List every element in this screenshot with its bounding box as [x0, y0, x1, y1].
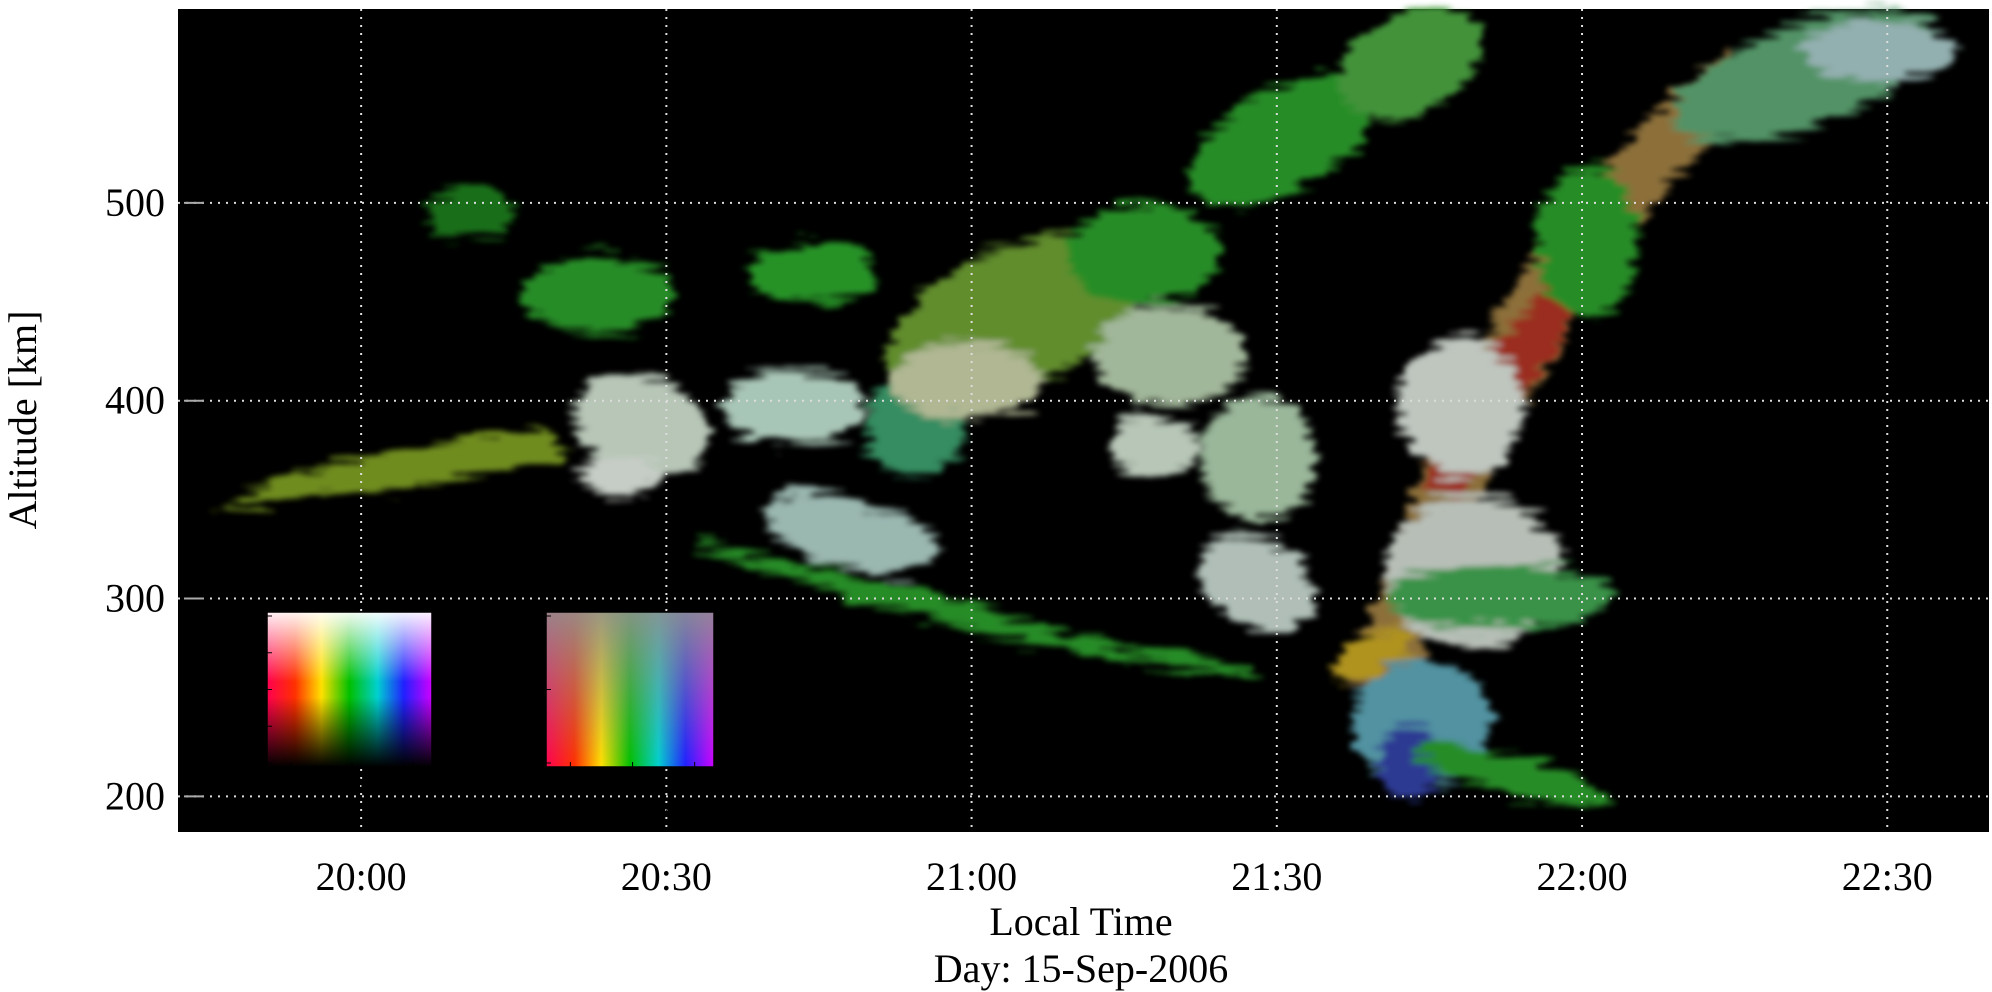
- radar-echoes: [213, 5, 1956, 807]
- colorbar-y-label: SW (m/s): [498, 653, 519, 726]
- colorbar-y-tick-label: 450: [514, 607, 543, 628]
- colorbar-x-label: Doppler (m/s): [576, 799, 683, 820]
- colorbar-x-tick-label: 168.5: [392, 775, 435, 796]
- x-tick-label: 22:00: [1536, 854, 1627, 899]
- y-tick-label: 500: [105, 180, 165, 225]
- x-axis-label: Local Time: [989, 899, 1172, 944]
- colorbar-shade: [267, 612, 432, 767]
- colorbar: 0 225 450 -168.8 0.0 168.5 SW (m/s) Doppler (m/…: [498, 607, 716, 820]
- y-tick-label: 200: [105, 773, 165, 818]
- colorbar-x-tick-label: -168.8: [266, 775, 315, 796]
- colorbar-y-tick-label: 0: [254, 754, 264, 775]
- x-tick-label: 22:30: [1842, 854, 1933, 899]
- x-tick-label: 21:30: [1231, 854, 1322, 899]
- y-axis-label: Altitude [km]: [0, 311, 45, 530]
- colorbar-x-tick-label: 0.0: [621, 775, 645, 796]
- colorbar-y-tick-label: 0: [533, 754, 543, 775]
- y-tick-label: 300: [105, 576, 165, 621]
- x-tick-label: 20:30: [621, 854, 712, 899]
- colorbar: 0 5 10 15 20 -168.8 0.0 168.5 SNR (dB) Doppler (m…: [219, 607, 434, 820]
- colorbar-y-tick-label: 5: [254, 717, 264, 738]
- colorbar-shade: [546, 612, 714, 767]
- colorbar-y-tick-label: 225: [514, 681, 543, 702]
- subtitle: Day: 15-Sep-2006: [934, 946, 1228, 991]
- x-tick-label: 21:00: [926, 854, 1017, 899]
- colorbar-x-label: Doppler (m/s): [296, 799, 403, 820]
- colorbar-y-tick-label: 20: [244, 607, 263, 628]
- colorbar-x-tick-label: -168.8: [546, 775, 595, 796]
- x-tick-label: 20:00: [316, 854, 407, 899]
- y-tick-label: 400: [105, 378, 165, 423]
- colorbar-x-tick-label: 0.0: [340, 775, 364, 796]
- colorbar-x-tick-label: 168.5: [673, 775, 716, 796]
- colorbar-y-tick-label: 10: [244, 681, 263, 702]
- colorbar-y-label: SNR (dB): [219, 651, 240, 728]
- colorbar-y-tick-label: 15: [244, 644, 263, 665]
